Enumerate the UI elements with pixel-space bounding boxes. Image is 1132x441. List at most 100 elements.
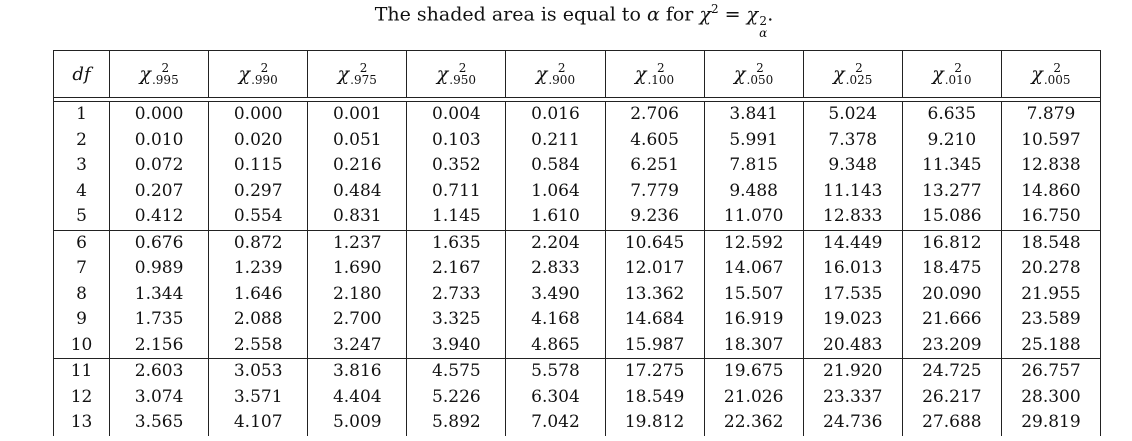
- column-header-scripts: 2.050: [747, 62, 774, 86]
- value-cell: 3.571: [208, 384, 309, 410]
- value-cell: 0.103: [406, 127, 507, 153]
- value-cell: 15.987: [604, 332, 705, 359]
- table-row: 6 0.676 0.872 1.237 1.635 2.204 10.645 12.592 14…: [52, 229, 1102, 256]
- value-cell: 16.013: [802, 256, 903, 282]
- caption-alpha: α: [646, 3, 660, 26]
- header-row: df χ 2.995 χ 2.990 χ 2.975 χ 2.950 χ 2.900 χ 2.100 χ…: [52, 50, 1102, 98]
- header-separator: [53, 97, 1101, 102]
- value-cell: 1.646: [208, 281, 309, 307]
- chi-exponent: 2: [656, 61, 665, 75]
- column-header-probability: .005: [1043, 73, 1071, 87]
- value-cell: 0.484: [307, 178, 408, 204]
- value-cell: 12.592: [703, 229, 804, 256]
- column-header: χ 2.050: [703, 50, 804, 98]
- column-header-symbol: χ 2.010: [932, 62, 971, 86]
- value-cell: 25.188: [1000, 332, 1102, 359]
- value-cell: 6.304: [505, 384, 606, 410]
- table-row: 7 0.989 1.239 1.690 2.167 2.833 12.017 14.067 16…: [52, 256, 1102, 282]
- column-header-scripts: 2.995: [152, 62, 179, 86]
- caption-chi-alpha-exponent: 2: [759, 14, 767, 29]
- chi-symbol: χ: [634, 63, 647, 85]
- value-cell: 13.362: [604, 281, 705, 307]
- value-cell: 2.204: [505, 229, 606, 256]
- value-cell: 0.010: [109, 127, 210, 153]
- value-cell: 1.735: [109, 307, 210, 333]
- value-cell: 14.449: [802, 229, 903, 256]
- value-cell: 28.300: [1000, 384, 1102, 410]
- caption-prefix: The shaded area is equal to: [374, 3, 641, 26]
- value-cell: 12.017: [604, 256, 705, 282]
- value-cell: 7.815: [703, 153, 804, 179]
- chi-symbol: χ: [535, 63, 548, 85]
- column-header-probability: .900: [548, 73, 576, 87]
- value-cell: 6.635: [901, 101, 1002, 128]
- column-header: χ 2.990: [208, 50, 309, 98]
- value-cell: 15.507: [703, 281, 804, 307]
- chi-exponent: 2: [359, 61, 368, 75]
- column-header-symbol: χ 2.995: [139, 62, 178, 86]
- chi-exponent: 2: [557, 61, 566, 75]
- table-caption: The shaded area is equal to α for χ2 = χ…: [0, 2, 1132, 39]
- df-cell: 5: [52, 204, 111, 230]
- column-header: χ 2.025: [802, 50, 903, 98]
- value-cell: 5.024: [802, 101, 903, 128]
- value-cell: 18.548: [1000, 229, 1102, 256]
- column-header: χ 2.950: [406, 50, 507, 98]
- value-cell: 2.733: [406, 281, 507, 307]
- value-cell: 0.207: [109, 178, 210, 204]
- column-header-probability: .995: [151, 73, 179, 87]
- column-header-scripts: 2.975: [350, 62, 377, 86]
- value-cell: 21.955: [1000, 281, 1102, 307]
- value-cell: 15.086: [901, 204, 1002, 230]
- value-cell: 3.565: [109, 410, 210, 436]
- value-cell: 4.865: [505, 332, 606, 359]
- column-header-probability: .100: [647, 73, 675, 87]
- value-cell: 0.352: [406, 153, 507, 179]
- caption-chi-alpha-subscript: α: [759, 26, 768, 41]
- value-cell: 21.920: [802, 358, 903, 385]
- value-cell: 1.610: [505, 204, 606, 230]
- value-cell: 0.115: [208, 153, 309, 179]
- value-cell: 20.090: [901, 281, 1002, 307]
- chi-symbol: χ: [1031, 63, 1043, 85]
- value-cell: 0.000: [208, 101, 309, 128]
- column-header-scripts: 2.950: [449, 62, 476, 86]
- value-cell: 21.666: [901, 307, 1002, 333]
- chi-exponent: 2: [161, 61, 170, 75]
- value-cell: 0.051: [307, 127, 408, 153]
- caption-chi-alpha: χ: [746, 3, 759, 26]
- column-header-scripts: 2.005: [1044, 62, 1071, 86]
- value-cell: 0.872: [208, 229, 309, 256]
- column-header-symbol: χ 2.100: [635, 62, 674, 86]
- value-cell: 0.001: [307, 101, 408, 128]
- df-cell: 12: [52, 384, 111, 410]
- column-header-symbol: χ 2.900: [536, 62, 575, 86]
- column-header: χ 2.995: [109, 50, 210, 98]
- value-cell: 4.404: [307, 384, 408, 410]
- table-row: 5 0.412 0.554 0.831 1.145 1.610 9.236 11.070 12.…: [52, 204, 1102, 230]
- chi-symbol: χ: [734, 63, 746, 85]
- value-cell: 14.067: [703, 256, 804, 282]
- value-cell: 12.833: [802, 204, 903, 230]
- column-header-scripts: 2.900: [548, 62, 575, 86]
- table-row: 12 3.074 3.571 4.404 5.226 6.304 18.549 21.026 2…: [52, 384, 1102, 410]
- value-cell: 1.690: [307, 256, 408, 282]
- value-cell: 11.345: [901, 153, 1002, 179]
- value-cell: 9.236: [604, 204, 705, 230]
- value-cell: 19.023: [802, 307, 903, 333]
- value-cell: 2.603: [109, 358, 210, 385]
- chi-exponent: 2: [1053, 61, 1062, 75]
- table-body: 1 0.000 0.000 0.001 0.004 0.016 2.706 3.841 5.02…: [52, 101, 1102, 436]
- value-cell: 0.000: [109, 101, 210, 128]
- chi-symbol: χ: [337, 63, 350, 85]
- value-cell: 3.247: [307, 332, 408, 359]
- df-cell: 4: [52, 178, 111, 204]
- column-header: χ 2.100: [604, 50, 705, 98]
- value-cell: 2.088: [208, 307, 309, 333]
- column-header: χ 2.900: [505, 50, 606, 98]
- column-header-probability: .990: [251, 73, 278, 87]
- df-cell: 7: [52, 256, 111, 282]
- value-cell: 16.812: [901, 229, 1002, 256]
- value-cell: 5.009: [307, 410, 408, 436]
